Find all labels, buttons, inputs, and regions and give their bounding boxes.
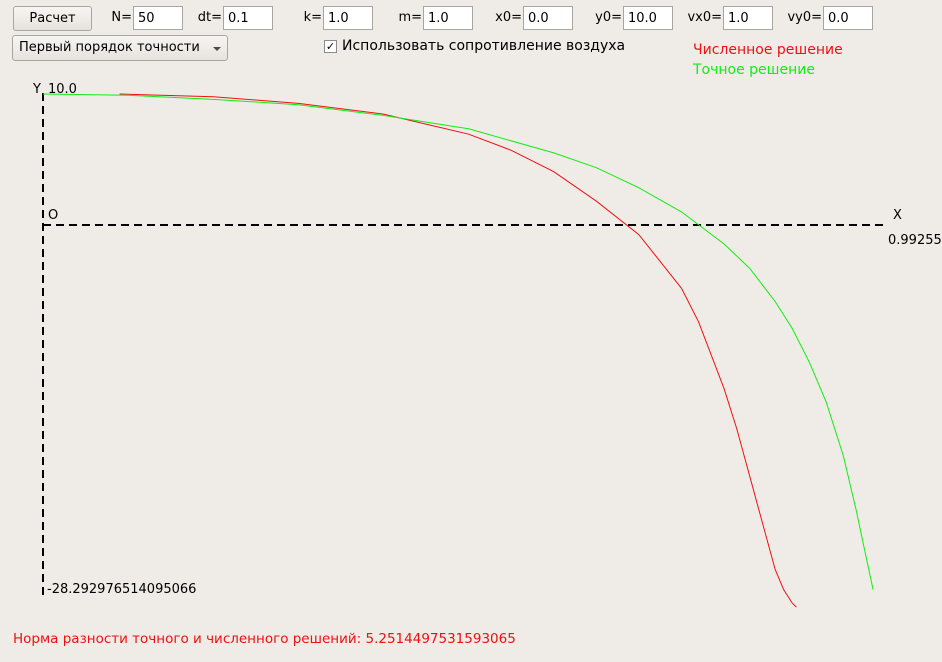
n-label: N=: [111, 10, 132, 25]
x-max-label: 0.99255: [888, 233, 942, 248]
x-axis-label: X: [893, 208, 902, 223]
vy0-label: vy0=: [787, 10, 822, 25]
series-numeric-line: [119, 93, 797, 608]
vx0-label: vx0=: [687, 10, 722, 25]
vx0-input[interactable]: [723, 6, 773, 30]
air-resistance-label: Использовать сопротивление воздуха: [342, 38, 626, 54]
air-resistance-toggle[interactable]: ✓ Использовать сопротивление воздуха: [323, 38, 626, 56]
air-resistance-checkbox[interactable]: ✓: [324, 40, 337, 53]
calc-button[interactable]: Расчет: [13, 6, 92, 31]
legend-exact: Точное решение: [693, 62, 815, 78]
dt-input[interactable]: [223, 6, 273, 30]
x0-label: x0=: [495, 10, 522, 25]
y0-input[interactable]: [623, 6, 673, 30]
y-max-label: 10.0: [48, 82, 77, 97]
n-input[interactable]: [133, 6, 183, 30]
accuracy-order-value: Первый порядок точности: [19, 40, 200, 55]
dt-label: dt=: [197, 10, 222, 25]
m-label: m=: [398, 10, 422, 25]
origin-label: O: [48, 208, 59, 223]
k-input[interactable]: [323, 6, 373, 30]
x0-input[interactable]: [523, 6, 573, 30]
norm-status: Норма разности точного и численного реше…: [13, 631, 516, 647]
vy0-input[interactable]: [823, 6, 873, 30]
series-exact-line: [42, 93, 874, 590]
k-label: k=: [303, 10, 322, 25]
chevron-down-icon: [213, 47, 221, 51]
accuracy-order-select[interactable]: Первый порядок точности: [12, 35, 228, 61]
y-min-label: -28.292976514095066: [47, 582, 197, 597]
y-axis-label: Y: [33, 82, 41, 97]
y0-label: y0=: [595, 10, 622, 25]
legend-numeric: Численное решение: [693, 42, 843, 58]
m-input[interactable]: [423, 6, 473, 30]
